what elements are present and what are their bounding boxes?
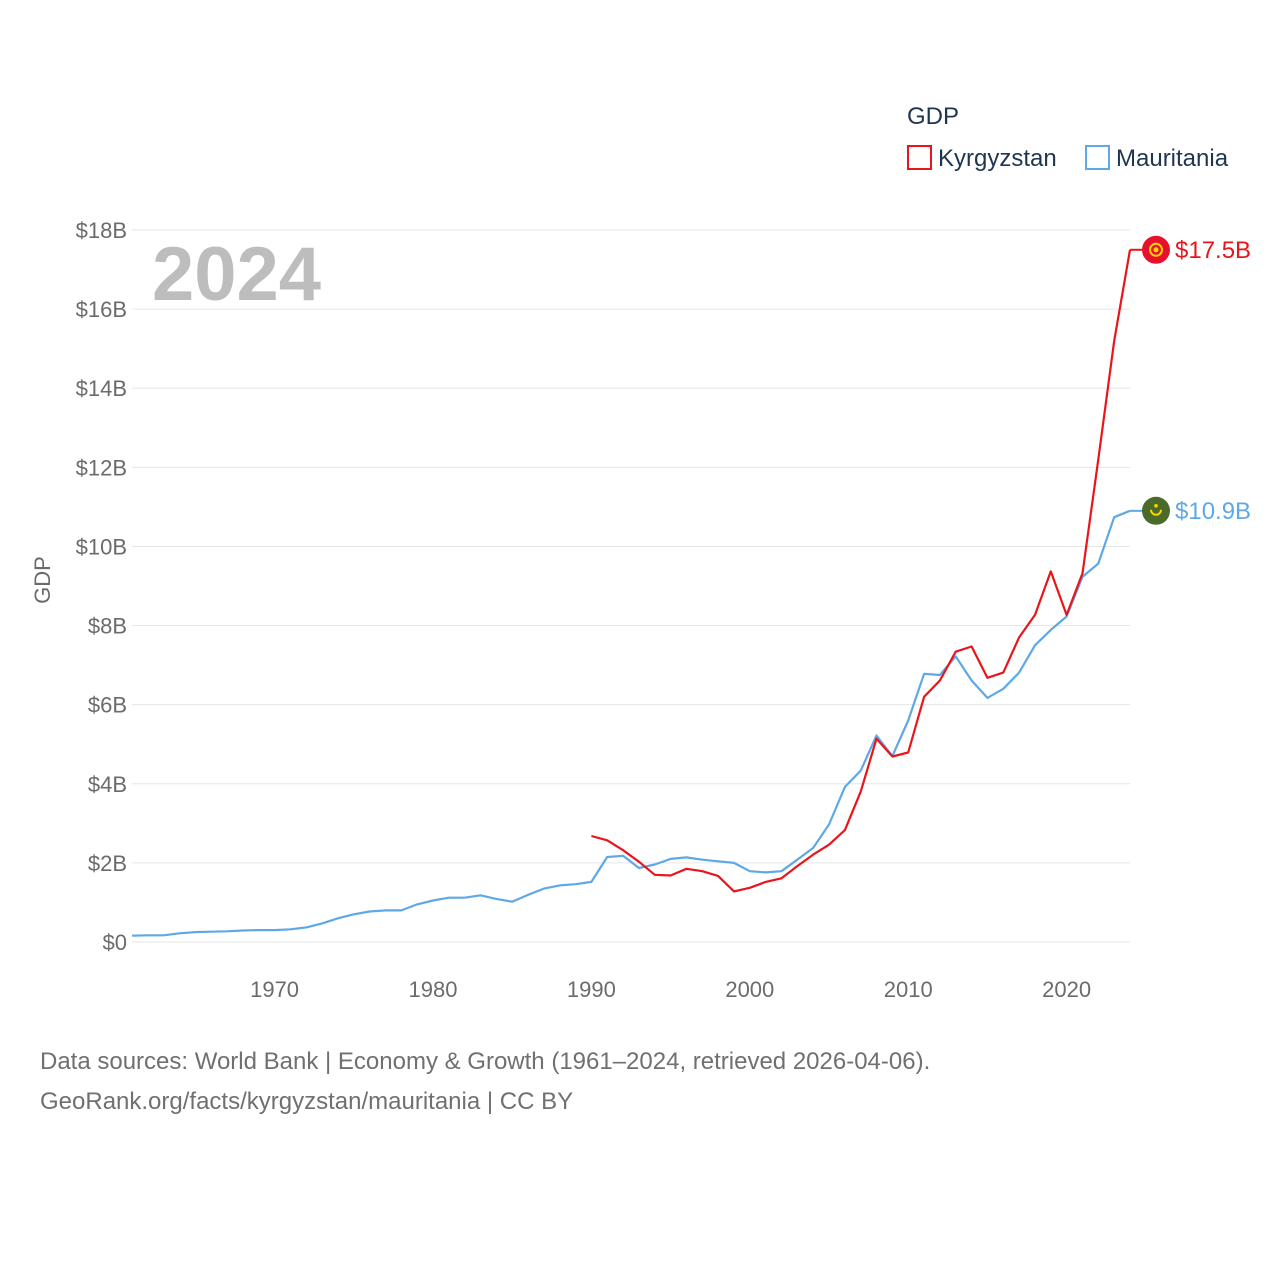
footer-attribution: GeoRank.org/facts/kyrgyzstan/mauritania …	[40, 1088, 574, 1115]
series-line-mauritania	[131, 509, 1131, 937]
footer-sources: Data sources: World Bank | Economy & Gro…	[40, 1048, 931, 1075]
x-tick-label: 1980	[409, 977, 458, 1002]
legend: GDP Kyrgyzstan Mauritania	[907, 103, 1229, 172]
series-line-kyrgyzstan	[591, 249, 1132, 893]
legend-label-kyrgyzstan[interactable]: Kyrgyzstan	[938, 145, 1057, 172]
x-tick-label: 2020	[1042, 977, 1091, 1002]
mauritania-flag-icon	[1142, 496, 1170, 525]
y-tick-label: $6B	[88, 693, 127, 718]
end-marker-kyrgyzstan: $17.5B	[1130, 235, 1251, 264]
y-axis-ticks: $0 $2B $4B $6B $8B $10B $12B $14B $16B $18B	[76, 218, 127, 955]
legend-label-mauritania[interactable]: Mauritania	[1116, 145, 1229, 172]
y-tick-label: $2B	[88, 851, 127, 876]
y-axis-label: GDP	[30, 556, 55, 604]
x-tick-label: 1970	[250, 977, 299, 1002]
y-tick-label: $0	[103, 930, 127, 955]
legend-swatch-kyrgyzstan[interactable]	[907, 145, 932, 170]
legend-swatch-mauritania[interactable]	[1085, 145, 1110, 170]
y-tick-label: $10B	[76, 534, 127, 559]
mauritania-end-label: $10.9B	[1175, 498, 1251, 525]
y-tick-label: $12B	[76, 455, 127, 480]
gridlines	[132, 229, 1130, 943]
year-watermark: 2024	[152, 232, 321, 317]
legend-title: GDP	[907, 103, 959, 130]
y-tick-label: $4B	[88, 772, 127, 797]
end-marker-mauritania: $10.9B	[1130, 496, 1251, 525]
kyrgyzstan-flag-icon	[1142, 235, 1170, 264]
y-tick-label: $16B	[76, 297, 127, 322]
footer: Data sources: World Bank | Economy & Gro…	[40, 1042, 930, 1122]
y-tick-label: $18B	[76, 218, 127, 243]
kyrgyzstan-end-label: $17.5B	[1175, 237, 1251, 264]
x-tick-label: 2000	[725, 977, 774, 1002]
series-lines	[131, 249, 1132, 937]
x-axis-ticks: 1970 1980 1990 2000 2010 2020	[250, 977, 1091, 1002]
y-tick-label: $14B	[76, 376, 127, 401]
x-tick-label: 1990	[567, 977, 616, 1002]
x-tick-label: 2010	[884, 977, 933, 1002]
y-tick-label: $8B	[88, 614, 127, 639]
